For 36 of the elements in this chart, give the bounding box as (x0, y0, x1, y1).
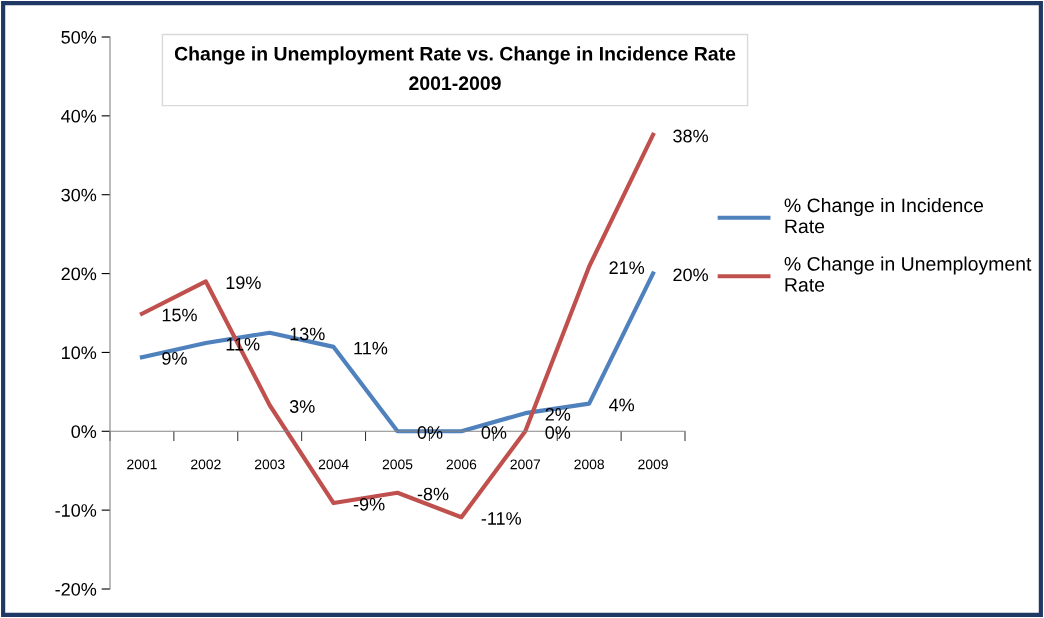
data-label: 0% (545, 426, 571, 439)
x-tick-label: 2003 (254, 459, 285, 470)
legend-label: % Change in Incidence Rate (784, 197, 984, 234)
x-tick-label: 2005 (382, 459, 413, 470)
x-tick-label: 2002 (191, 459, 221, 470)
data-label: 13% (290, 327, 325, 341)
data-label: 21% (609, 261, 645, 275)
data-label: -8% (417, 487, 449, 501)
data-label: -9% (353, 497, 385, 511)
data-label: 19% (226, 276, 261, 290)
y-tick-label: 40% (61, 109, 97, 123)
x-tick-label: 2006 (446, 459, 477, 470)
y-tick-label: 50% (61, 30, 97, 44)
data-label: 11% (354, 341, 388, 355)
x-tick-label: 2008 (574, 459, 605, 470)
data-label: 3% (289, 400, 315, 413)
data-label: 20% (673, 268, 708, 282)
data-label: 38% (673, 129, 708, 143)
data-label: 4% (609, 398, 635, 412)
y-tick-label: -20% (55, 582, 97, 596)
text: Change in Unemployment Rate vs. Change in Incidence Rate 2001-2009 (174, 46, 736, 91)
x-tick-label: 2007 (510, 459, 541, 470)
x-tick-label: 2009 (638, 459, 668, 470)
y-tick-label: -10% (55, 504, 97, 517)
data-label: 0% (481, 426, 507, 439)
data-label: 2% (545, 407, 571, 421)
x-tick-label: 2004 (318, 459, 349, 470)
data-label: 9% (162, 352, 187, 365)
data-label: 15% (162, 308, 197, 322)
legend-label: % Change in Unemployment Rate (784, 256, 1032, 292)
y-tick-label: 10% (62, 346, 97, 360)
x-tick-label: 2001 (127, 459, 157, 470)
y-tick-label: 30% (61, 188, 97, 202)
data-label: -11% (481, 512, 522, 525)
y-tick-label: 20% (61, 267, 97, 281)
y-tick-label: 0% (71, 425, 97, 439)
